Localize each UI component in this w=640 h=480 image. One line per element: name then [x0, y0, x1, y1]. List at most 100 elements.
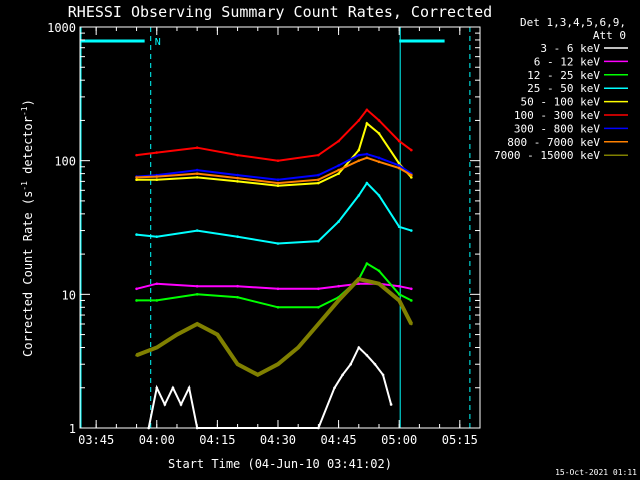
legend-header-line-2: Att 0 [593, 29, 626, 42]
chart-timestamp: 15-Oct-2021 01:11 [555, 468, 637, 477]
series-1 [135, 282, 413, 291]
data-point [276, 362, 280, 366]
data-point [276, 159, 280, 162]
data-point [276, 287, 280, 291]
data-point [296, 346, 300, 349]
data-point [195, 229, 199, 232]
series-3 [135, 181, 413, 245]
night-marker-label: N [155, 37, 161, 48]
series-7 [135, 156, 413, 185]
data-point [357, 148, 361, 152]
series-line [136, 156, 412, 185]
data-point [317, 178, 320, 182]
legend-label: 25 - 50 keV [527, 82, 600, 95]
data-point [155, 386, 159, 390]
chart-title: RHESSI Observing Summary Count Rates, Co… [68, 3, 492, 21]
legend-label: 100 - 300 keV [514, 109, 600, 122]
series-line [136, 108, 412, 162]
series-line [136, 181, 412, 245]
legend-label: 50 - 100 keV [521, 96, 601, 109]
y-tick-label: 100 [54, 155, 76, 169]
data-point [171, 386, 175, 390]
data-point [333, 386, 336, 390]
data-point [317, 239, 320, 243]
data-point [276, 242, 280, 245]
data-point [175, 333, 179, 336]
legend-label: 3 - 6 keV [540, 42, 600, 55]
data-point [155, 299, 159, 302]
data-point [349, 362, 353, 366]
series-4 [135, 121, 413, 187]
data-point [357, 159, 361, 162]
series-5 [135, 108, 413, 162]
data-point [276, 181, 280, 185]
x-axis-label: Start Time (04-Jun-10 03:41:02) [168, 457, 392, 471]
data-point [155, 235, 159, 238]
legend-label: 12 - 25 keV [527, 69, 600, 82]
data-point [397, 139, 401, 143]
data-point [357, 153, 361, 157]
data-point [341, 373, 344, 377]
data-point [389, 403, 393, 406]
data-point [155, 282, 159, 286]
data-point [317, 173, 320, 177]
data-point [216, 333, 219, 336]
data-point [373, 362, 377, 366]
legend-label: 800 - 7000 keV [507, 136, 600, 149]
data-point [365, 108, 369, 112]
data-point [236, 153, 239, 157]
plot-area: N [80, 27, 471, 430]
y-tick-label: 1 [69, 422, 76, 436]
data-point [410, 299, 413, 302]
data-point [135, 287, 138, 291]
data-point [135, 353, 138, 357]
data-point [155, 178, 159, 182]
x-tick-label: 04:15 [199, 433, 235, 447]
data-point [397, 164, 401, 167]
data-point [276, 178, 280, 182]
data-point [365, 181, 369, 185]
data-point [276, 305, 280, 309]
plot-frame [79, 26, 481, 429]
data-point [357, 194, 361, 197]
data-point [236, 235, 239, 238]
data-point [179, 403, 183, 406]
data-point [397, 284, 401, 288]
data-point [337, 284, 340, 288]
data-point [135, 233, 138, 236]
data-point [377, 119, 381, 122]
data-point [236, 173, 239, 177]
data-point [397, 225, 401, 229]
x-tick-label: 04:30 [260, 433, 296, 447]
data-point [256, 373, 260, 377]
data-point [337, 139, 340, 143]
data-point [337, 172, 340, 175]
data-point [377, 269, 381, 273]
data-point [135, 178, 138, 182]
data-point [357, 346, 361, 349]
data-point [195, 322, 199, 326]
data-point [236, 296, 239, 299]
y-tick-label: 10 [62, 288, 76, 302]
x-tick-label: 05:00 [381, 433, 417, 447]
data-point [377, 132, 381, 135]
data-point [377, 156, 381, 160]
data-point [381, 373, 385, 377]
data-point [135, 299, 138, 302]
data-point [377, 282, 381, 286]
data-point [317, 181, 320, 185]
y-tick-label: 1000 [47, 21, 76, 35]
data-point [377, 160, 381, 164]
legend-header-line-1: Det 1,3,4,5,6,9, [520, 16, 626, 29]
data-point [397, 299, 401, 302]
data-point [317, 153, 320, 157]
x-tick-label: 04:45 [321, 433, 357, 447]
data-point [195, 293, 199, 296]
data-point [410, 173, 413, 177]
x-tick-label: 05:15 [442, 433, 478, 447]
data-point [357, 282, 361, 286]
data-point [337, 299, 340, 302]
data-point [236, 362, 239, 366]
